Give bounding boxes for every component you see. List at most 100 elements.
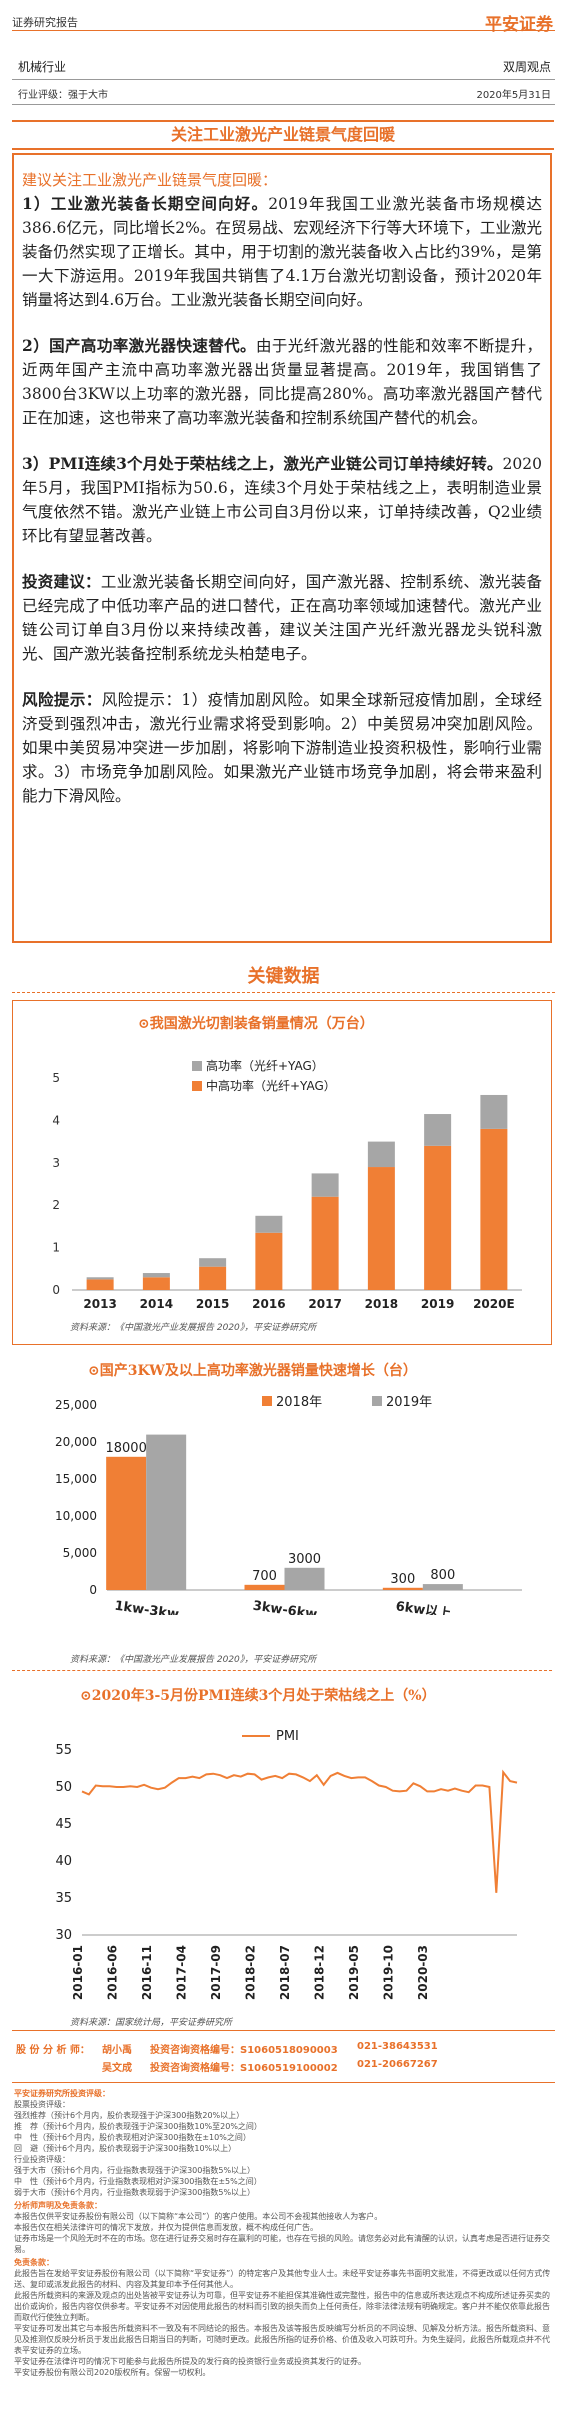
y-tick-label: 5: [52, 1071, 60, 1085]
bar: [422, 1584, 463, 1590]
y-tick-label: 10,000: [55, 1509, 97, 1523]
summary-point-2: 2）国产高功率激光器快速替代。由于光纤激光器的性能和效率不断提升，近两年国产主流…: [22, 336, 542, 427]
industry-rating-label: 行业投资评级：: [14, 2155, 70, 2164]
disclaimer-6: 平安证券可发出其它与本报告所载资料不一致及有不同结论的报告。本报告及该等报告反映…: [14, 2324, 550, 2355]
legend-swatch: [372, 1396, 382, 1406]
legend-swatch: [192, 1081, 202, 1091]
analyst-2-name: 吴文成: [102, 2063, 132, 2074]
meta-divider-2: [12, 104, 555, 105]
chart-2-source: 资料来源：《中国激光产业发展报告 2020》，平安证券研究所: [70, 1655, 317, 1665]
y-tick-label: 45: [55, 1817, 72, 1832]
x-tick-label: 2018-02: [244, 1945, 258, 2000]
x-tick-label: 2018-12: [313, 1945, 327, 2000]
y-tick-label: 0: [89, 1583, 97, 1597]
y-tick-label: 35: [55, 1891, 72, 1906]
chart-2-svg: 0 5,000 10,000 15,000 20,000 25,000 18000 1kw-3…: [55, 1395, 522, 1615]
data-label: 800: [430, 1568, 455, 1583]
disclaimer-3: 证券市场是一个风险无时不在的市场。您在进行证券交易时存在赢利的可能，也存在亏损的…: [14, 2234, 550, 2254]
disclaimer-5: 此报告所载资料的来源及观点的出处皆被平安证券认为可靠，但平安证券不能担保其准确性…: [14, 2291, 550, 2322]
y-tick-label: 3: [52, 1156, 60, 1170]
stock-rating-2: 推 荐（预计6个月内，股价表现强于沪深300指数10%至20%之间）: [14, 2122, 262, 2131]
x-tick-label: 2020E: [473, 1297, 515, 1311]
x-tick-label: 2019: [421, 1297, 454, 1311]
chart-1-title: ⊙我国激光切割装备销量情况（万台）: [138, 1016, 374, 1032]
bar-segment: [424, 1145, 452, 1290]
disclaimer-1: 本报告仅供平安证券股份有限公司（以下简称“本公司”）的客户使用。本公司不会视其他…: [14, 2212, 383, 2221]
x-tick-label: 2019-10: [382, 1945, 396, 2000]
stock-rating-4: 回 避（预计6个月内，股价表现弱于沪深300指数10%以上）: [14, 2144, 237, 2153]
stock-rating-label: 股票投资评级：: [14, 2100, 70, 2109]
summary-point-3: 3）PMI连续3个月处于荣枯线之上，激光产业链公司订单持续好转。2020年5月，…: [22, 454, 542, 545]
legend-label: 中高功率（光纤+YAG）: [206, 1078, 336, 1093]
disclaimer-4: 此报告旨在发给平安证券股份有限公司（以下简称“平安证券”）的特定客户及其他专业人…: [14, 2269, 551, 2289]
data-label: 700: [252, 1569, 277, 1584]
bar-segment: [142, 1277, 170, 1290]
meta-divider: [12, 79, 555, 80]
x-tick-label: 2020-03: [416, 1945, 430, 2000]
bar-segment: [311, 1196, 339, 1290]
bar: [284, 1567, 325, 1590]
bar-segment: [199, 1266, 227, 1290]
stock-rating-1: 强烈推荐（预计6个月内，股价表现强于沪深300指数20%以上）: [14, 2111, 245, 2120]
chart-2-divider: [12, 1670, 552, 1671]
legend-label: 2018年: [276, 1395, 322, 1410]
chart-1-svg: 0 1 2 3 4 5 2013 2014 2015 2016 2017 2018 2019 2020E 高…: [52, 1058, 522, 1311]
summary-box: [12, 153, 552, 943]
y-tick-label: 1: [52, 1241, 60, 1255]
data-label: 3000: [288, 1552, 321, 1567]
x-tick-label: 6kw以上: [395, 1599, 452, 1615]
disclaimer: 平安证券研究所投资评级： 股票投资评级： 强烈推荐（预计6个月内，股价表现强于沪…: [14, 2088, 554, 2378]
bar-segment: [255, 1215, 283, 1233]
chart-3-svg: 30 35 40 45 50 55 2016-01 2016-06 2016-11 2017-04…: [55, 1729, 518, 2000]
y-tick-label: 2: [52, 1198, 60, 1212]
analyst-label: 股 份 分 析 师：: [16, 2045, 90, 2056]
x-tick-label: 3kw-6kw: [252, 1599, 318, 1615]
disclaimer-2: 本报告仅在相关法律许可的情况下发放，并仅为提供信息而发放，概不构成任何广告。: [14, 2223, 318, 2232]
x-tick-label: 2016-01: [71, 1945, 85, 2000]
x-tick-label: 2016: [252, 1297, 285, 1311]
analyst-1-cert: 投资咨询资格编号：S1060518090003: [150, 2045, 338, 2056]
x-tick-label: 2014: [140, 1297, 173, 1311]
data-label: 18000: [105, 1441, 146, 1456]
industry-rating-3: 弱于大市（预计6个月内，行业指数表现弱于沪深300指数5%以上）: [14, 2188, 256, 2197]
y-tick-label: 20,000: [55, 1435, 97, 1449]
y-tick-label: 50: [55, 1780, 72, 1795]
y-tick-label: 40: [55, 1854, 72, 1869]
chart-1-box: ⊙我国激光切割装备销量情况（万台）: [12, 1000, 552, 1345]
analyst-block: 股 份 分 析 师： 胡小禹 投资咨询资格编号：S1060518090003 0…: [12, 2037, 555, 2079]
bar-segment: [367, 1141, 395, 1168]
bar-segment: [480, 1128, 508, 1290]
disclaimer-7: 平安证券在法律许可的情况下可能参与此报告所提及的发行商的投资银行业务或投资其发行…: [14, 2357, 366, 2366]
brand-logo: 平安证券: [485, 15, 553, 35]
legend-label: 高功率（光纤+YAG）: [206, 1058, 324, 1073]
page-title: 关注工业激光产业链景气度回暖: [170, 125, 395, 144]
summary-risk: 风险提示：风险提示：1）疫情加剧风险。如果全球新冠疫情加剧，全球经济受到强烈冲击…: [22, 690, 542, 805]
analyst-1-tel: 021-38643531: [357, 2041, 438, 2052]
bar-segment: [86, 1277, 114, 1280]
y-tick-label: 4: [52, 1113, 60, 1127]
bar-segment: [480, 1094, 508, 1129]
industry-rating-2: 中 性（预计6个月内，行业指数表现相对沪深300指数在±5%之间）: [14, 2177, 262, 2186]
industry-name: 机械行业: [18, 60, 67, 74]
analyst-2-cert: 投资咨询资格编号：S1060519100002: [150, 2063, 338, 2074]
bar-segment: [367, 1167, 395, 1290]
bar-segment: [424, 1114, 452, 1146]
analyst-divider: [12, 2082, 555, 2083]
stock-rating-3: 中 性（预计6个月内，股价表现相对沪深300指数在±10%之间）: [14, 2133, 251, 2142]
y-tick-label: 0: [52, 1283, 60, 1297]
x-tick-label: 2013: [83, 1297, 116, 1311]
bar-segment: [255, 1232, 283, 1290]
industry-rating: 行业评级：强于大市: [18, 90, 108, 101]
legend-swatch: [262, 1396, 272, 1406]
summary-intro: 建议关注工业激光产业链景气度回暖：: [22, 171, 278, 189]
bar-segment: [142, 1273, 170, 1278]
x-tick-label: 2017-04: [175, 1945, 189, 2000]
summary-point-1: 1）工业激光装备长期空间向好。2019年我国工业激光装备市场规模达386.6亿元…: [22, 194, 542, 309]
y-tick-label: 55: [55, 1743, 72, 1758]
chart-3-source: 资料来源：国家统计局，平安证券研究所: [70, 2018, 233, 2028]
x-tick-label: 2016-11: [140, 1945, 154, 2000]
data-label: 300: [390, 1572, 415, 1587]
x-tick-label: 2016-06: [106, 1945, 120, 2000]
y-tick-label: 30: [55, 1928, 72, 1943]
legend-swatch: [192, 1061, 202, 1071]
